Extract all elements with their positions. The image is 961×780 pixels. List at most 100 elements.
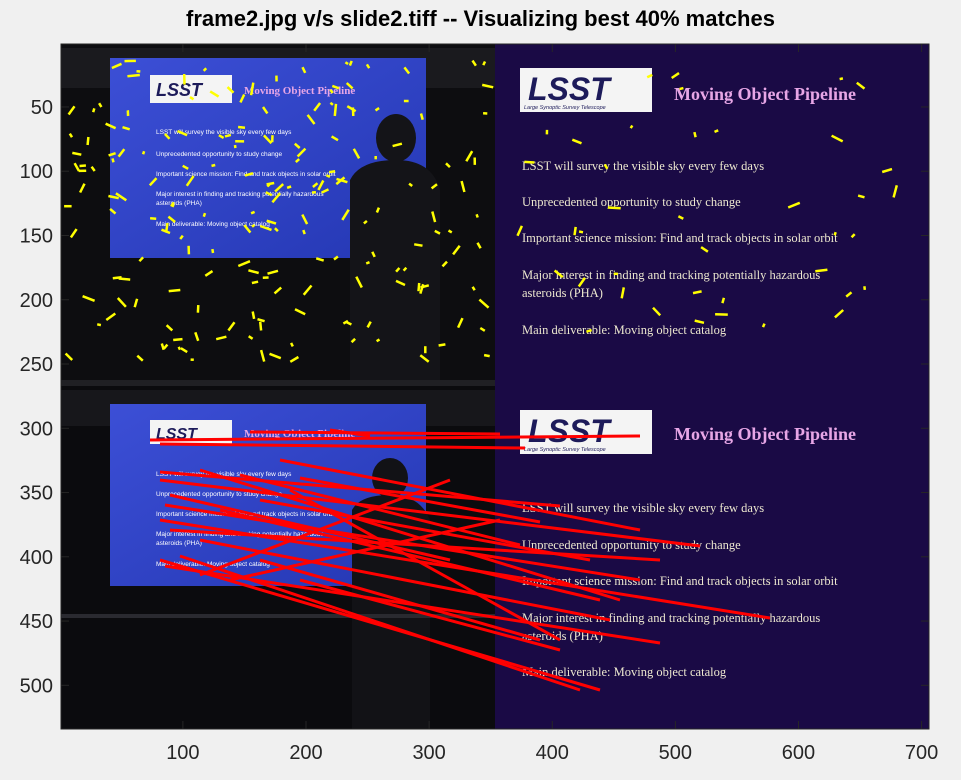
slide-bullet: LSST will survey the visible sky every f… [522, 159, 764, 173]
keypoint-mark [761, 323, 766, 328]
keypoint-mark [395, 279, 406, 287]
y-tick-label: 300 [20, 418, 53, 440]
keypoint-mark [98, 102, 103, 108]
projected-bullet-bottom: Important science mission: Find and trac… [156, 511, 336, 518]
keypoint-mark [64, 352, 74, 361]
keypoint-mark [471, 59, 477, 67]
slide-bullet: asteroids (PHA) [522, 286, 603, 300]
keypoint-mark [251, 280, 259, 285]
keypoint-mark [185, 175, 195, 187]
keypoint-mark [239, 93, 246, 103]
x-axis-ticks: 100 200 300 400 500 600 700 [166, 44, 938, 764]
keypoint-mark [173, 337, 183, 342]
presenter-silhouette-top [350, 114, 440, 386]
keypoint-mark [336, 177, 348, 184]
slide-bullet: Main deliverable: Moving object catalog [522, 323, 727, 337]
keypoint-mark [677, 215, 684, 220]
keypoint-mark [111, 62, 123, 70]
keypoint-mark [259, 224, 272, 232]
keypoint-mark [438, 343, 446, 347]
keypoint-mark [365, 261, 370, 265]
keypoint-mark [447, 229, 453, 234]
slide-title: Moving Object Pipeline [674, 84, 856, 104]
keypoint-mark [452, 245, 461, 256]
slide-copy-bottom: LSST Large Synoptic Survey Telescope Mov… [520, 410, 856, 679]
keypoint-mark [603, 163, 609, 170]
keypoint-mark [483, 353, 490, 358]
keypoint-mark [413, 243, 423, 247]
projected-logo-top: LSST [156, 80, 204, 100]
keypoint-mark [215, 335, 227, 341]
keypoint-mark [395, 267, 401, 273]
keypoint-mark [250, 210, 256, 215]
keypoint-mark [180, 347, 188, 354]
slide-bullet: asteroids (PHA) [522, 629, 603, 643]
keypoint-mark [289, 342, 294, 347]
axes-box [60, 43, 930, 730]
projected-bullet-top: LSST will survey the visible sky every f… [156, 129, 292, 136]
keypoint-mark [72, 151, 82, 156]
keypoint-mark [271, 192, 281, 204]
keypoint-mark [607, 206, 621, 210]
keypoint-mark [138, 256, 145, 263]
keypoint-mark [218, 134, 225, 139]
keypoint-mark [652, 306, 662, 317]
slide-bullet: Unprecedented opportunity to study chang… [522, 538, 741, 552]
keypoint-mark [671, 72, 680, 80]
keypoint-mark [471, 286, 476, 291]
keypoint-mark [202, 67, 208, 72]
keypoint-mark [845, 291, 853, 298]
keypoint-mark [456, 317, 464, 329]
keypoint-mark [301, 214, 309, 225]
keypoint-mark [189, 96, 195, 101]
keypoint-mark [251, 223, 256, 228]
y-tick-label: 150 [20, 225, 53, 247]
keypoint-mark [69, 228, 78, 239]
lsst-logo-subtitle: Large Synoptic Survey Telescope [524, 447, 606, 453]
match-line [249, 430, 501, 436]
projected-bullet-top: Unprecedented opportunity to study chang… [156, 151, 283, 158]
keypoint-mark [694, 319, 705, 325]
y-tick-label: 250 [20, 354, 53, 376]
keypoint-mark [831, 134, 844, 143]
keypoint-mark [341, 209, 350, 221]
keypoint-mark [392, 142, 403, 148]
keypoint-mark [402, 266, 408, 272]
keypoint-mark [182, 164, 189, 170]
keypoint-mark [73, 162, 80, 172]
keypoint-mark [176, 129, 188, 137]
keypoint-mark [116, 297, 127, 308]
keypoint-mark [325, 174, 331, 179]
keypoint-mark [331, 84, 340, 90]
keypoint-mark [248, 269, 260, 275]
slide-image-panel [495, 44, 929, 729]
match-line [259, 558, 541, 642]
keypoint-mark [345, 82, 354, 90]
keypoint-mark [693, 131, 697, 138]
keypoint-mark [850, 233, 856, 239]
keypoint-mark [408, 182, 413, 187]
keypoint-mark [226, 86, 235, 94]
match-line [259, 498, 591, 562]
keypoint-mark [90, 165, 96, 172]
keypoint-mark [108, 152, 116, 157]
keypoint-mark [249, 82, 255, 96]
keypoint-mark [82, 295, 96, 302]
keypoint-mark [714, 129, 719, 134]
keypoint-mark [856, 81, 866, 90]
keypoint-mark [267, 269, 279, 275]
keypoint-mark [839, 77, 844, 81]
projected-bullet-bottom: Main deliverable: Moving object catalog [156, 561, 270, 568]
slide-copy-top: LSST Large Synoptic Survey Telescope Mov… [520, 68, 856, 337]
y-tick-label: 50 [31, 97, 53, 119]
keypoint-mark [419, 283, 425, 294]
keypoint-mark [273, 286, 283, 295]
keypoint-mark [163, 133, 171, 140]
keypoint-mark [434, 229, 441, 235]
keypoint-mark [352, 148, 361, 160]
lsst-logo-text: LSST [528, 413, 612, 449]
slide-bullet: Major interest in finding and tracking p… [522, 611, 820, 625]
keypoint-mark [105, 122, 117, 130]
keypoint-mark [148, 177, 158, 187]
keypoint-mark [293, 142, 301, 149]
